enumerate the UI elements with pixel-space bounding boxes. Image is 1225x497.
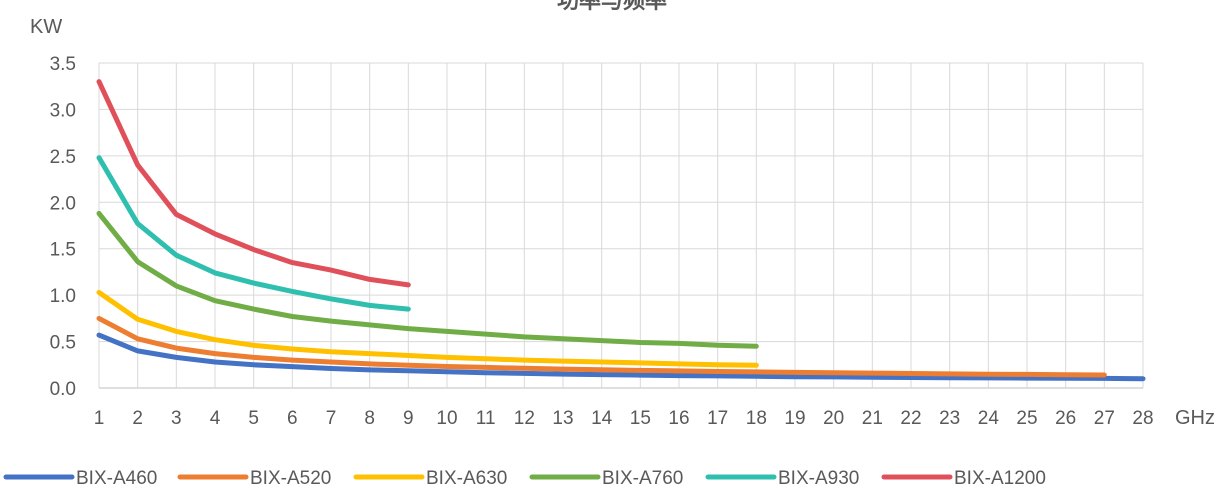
x-tick-label: 24	[978, 408, 1000, 429]
y-tick-label: 0.5	[50, 333, 76, 354]
series-line-bix-a1200	[96, 79, 411, 288]
y-tick-label: 2.0	[50, 193, 76, 214]
x-tick-label: 20	[823, 408, 844, 429]
series-line-bix-a760	[96, 210, 759, 349]
x-axis-unit-label: GHz	[1175, 407, 1215, 429]
y-tick-label: 1.5	[50, 240, 76, 261]
legend-item-bix-a760: BIX-A760	[529, 468, 683, 489]
x-tick-label: 14	[591, 408, 613, 429]
legend-label: BIX-A460	[76, 468, 157, 489]
x-tick-label: 9	[403, 408, 414, 429]
x-tick-label: 19	[784, 408, 805, 429]
x-tick-label: 28	[1132, 408, 1153, 429]
x-axis-ticks: 1 2 3 4 5 6 7 8 9 10 11 12 13 14 15 16 17 18 19 20 21 22 23 24 2…	[94, 408, 1154, 429]
x-tick-label: 7	[326, 408, 337, 429]
gridlines	[98, 62, 1144, 389]
y-axis-unit-label: KW	[30, 16, 62, 38]
y-axis-ticks: 0.0 0.5 1.0 1.5 2.0 2.5 3.0 3.5	[50, 54, 76, 400]
legend-label: BIX-A760	[602, 468, 683, 489]
legend-item-bix-a460: BIX-A460	[3, 468, 157, 489]
x-tick-label: 12	[514, 408, 535, 429]
x-tick-label: 13	[552, 408, 573, 429]
legend: BIX-A460 BIX-A520 BIX-A630 BIX-A760 BIX-A930…	[3, 468, 1046, 489]
x-tick-label: 17	[707, 408, 728, 429]
y-tick-label: 3.5	[50, 54, 76, 75]
x-tick-label: 27	[1094, 408, 1115, 429]
legend-item-bix-a930: BIX-A930	[705, 468, 859, 489]
y-tick-label: 3.0	[50, 100, 76, 121]
series-line-bix-a630	[96, 289, 759, 368]
x-tick-label: 2	[132, 408, 143, 429]
x-tick-label: 25	[1016, 408, 1037, 429]
legend-item-bix-a630: BIX-A630	[353, 468, 507, 489]
legend-label: BIX-A520	[250, 468, 331, 489]
x-tick-label: 11	[476, 408, 496, 429]
x-tick-label: 26	[1055, 408, 1076, 429]
x-tick-label: 18	[746, 408, 767, 429]
legend-label: BIX-A1200	[954, 468, 1046, 489]
x-tick-label: 23	[939, 408, 960, 429]
x-tick-label: 22	[900, 408, 921, 429]
y-tick-label: 1.0	[50, 286, 76, 307]
series-lines	[96, 79, 1146, 382]
legend-label: BIX-A630	[426, 468, 507, 489]
x-tick-label: 15	[630, 408, 651, 429]
y-tick-label: 0.0	[50, 379, 76, 400]
legend-label: BIX-A930	[778, 468, 859, 489]
x-tick-label: 10	[436, 408, 457, 429]
series-line-bix-a460	[96, 332, 1146, 382]
x-tick-label: 1	[94, 408, 105, 429]
x-tick-label: 21	[862, 408, 883, 429]
x-tick-label: 5	[248, 408, 259, 429]
chart-title: 功率与频率	[557, 0, 667, 14]
x-tick-label: 6	[287, 408, 298, 429]
y-tick-label: 2.5	[50, 147, 76, 168]
legend-item-bix-a1200: BIX-A1200	[881, 468, 1046, 489]
series-line-bix-a520	[96, 315, 1107, 378]
x-tick-label: 3	[171, 408, 182, 429]
series-line-bix-a930	[96, 155, 411, 312]
x-tick-label: 4	[210, 408, 221, 429]
x-tick-label: 16	[668, 408, 689, 429]
x-tick-label: 8	[364, 408, 375, 429]
legend-item-bix-a520: BIX-A520	[177, 468, 331, 489]
